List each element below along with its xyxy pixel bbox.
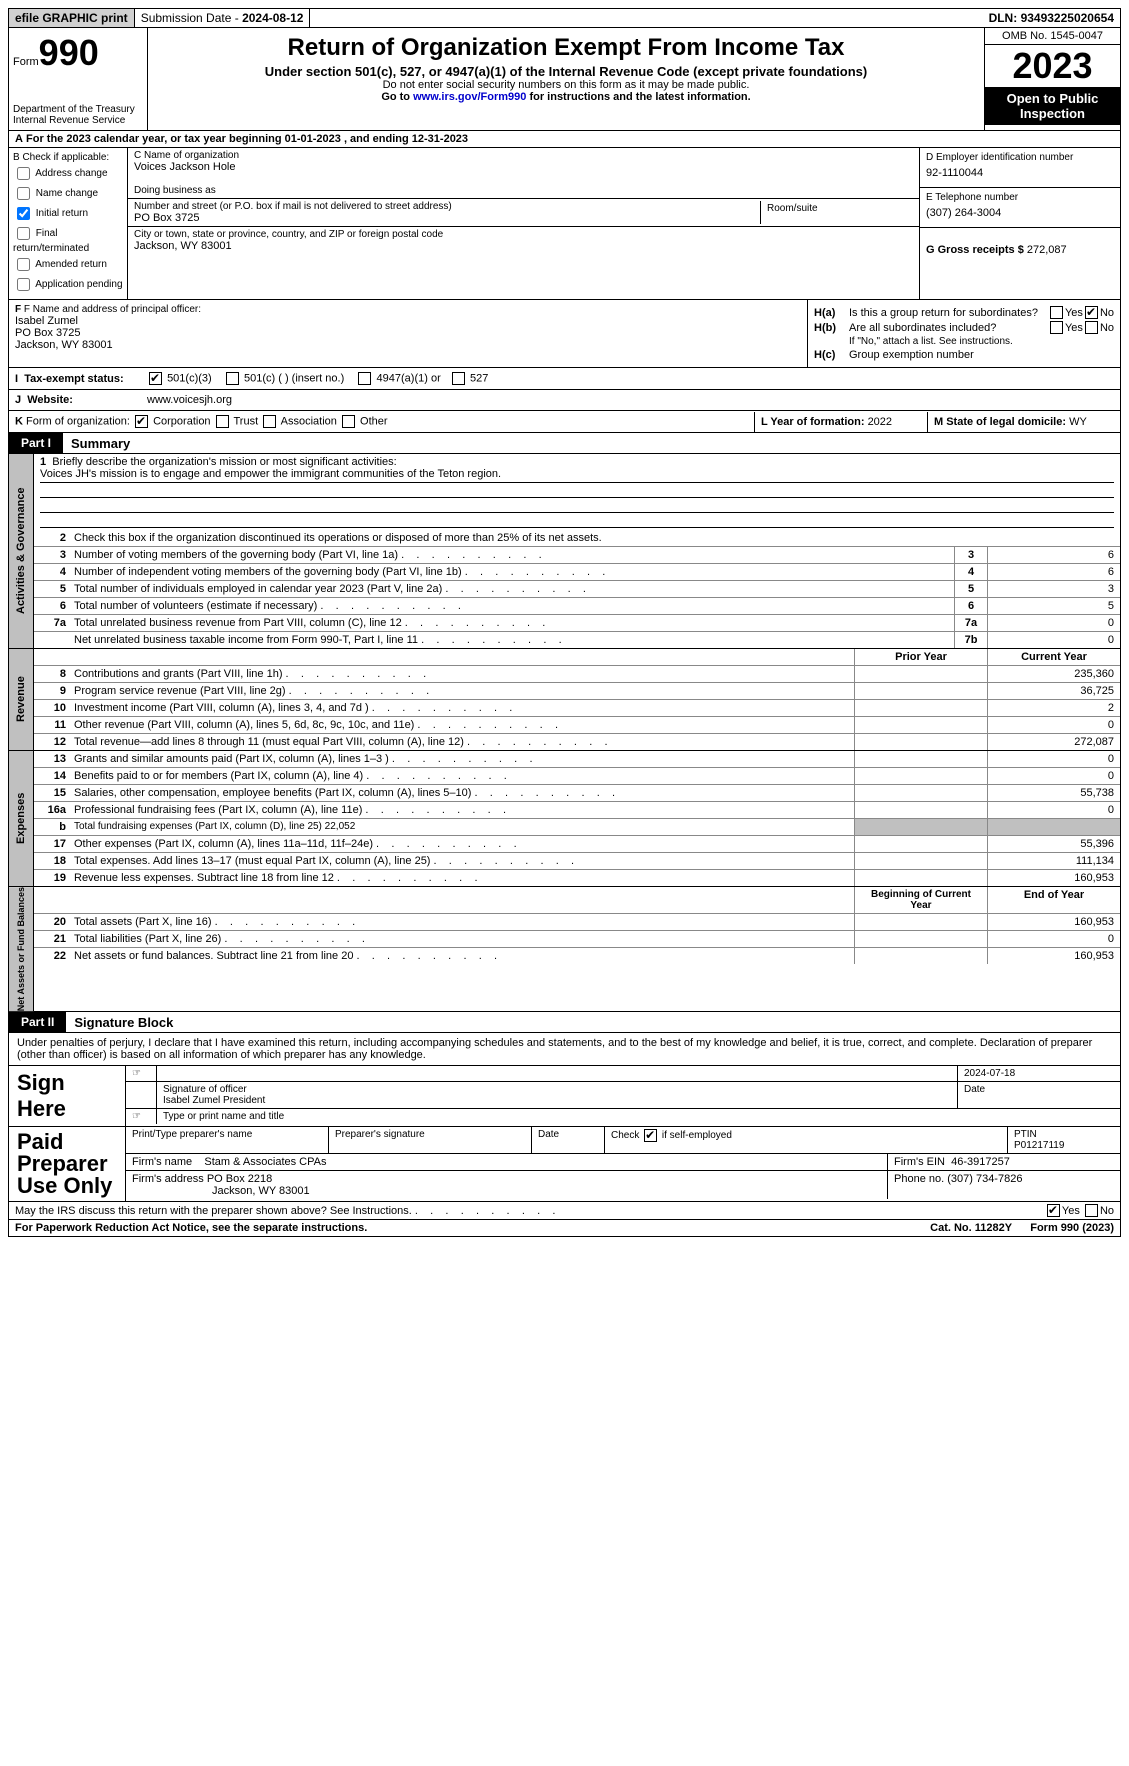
table-row: 15Salaries, other compensation, employee… xyxy=(34,785,1120,802)
table-row: 7aTotal unrelated business revenue from … xyxy=(34,615,1120,632)
exp-label: Expenses xyxy=(9,751,34,886)
table-row: 21Total liabilities (Part X, line 26)0 xyxy=(34,931,1120,948)
discuss-yes-checkbox[interactable] xyxy=(1047,1204,1060,1217)
table-row: 18Total expenses. Add lines 13–17 (must … xyxy=(34,853,1120,870)
name-change-checkbox[interactable] xyxy=(17,187,30,200)
table-row: 22Net assets or fund balances. Subtract … xyxy=(34,948,1120,964)
na-label: Net Assets or Fund Balances xyxy=(9,887,34,1011)
section-b: B Check if applicable: Address change Na… xyxy=(9,148,128,299)
table-row: 13Grants and similar amounts paid (Part … xyxy=(34,751,1120,768)
section-deg: D Employer identification number92-11100… xyxy=(919,148,1120,299)
discuss-question: May the IRS discuss this return with the… xyxy=(15,1205,412,1217)
header: Form990 Department of the Treasury Inter… xyxy=(8,28,1121,131)
section-h: H(a)Is this a group return for subordina… xyxy=(808,300,1120,367)
table-row: 19Revenue less expenses. Subtract line 1… xyxy=(34,870,1120,886)
website-value: www.voicesjh.org xyxy=(141,390,238,410)
website-row: J Website: www.voicesjh.org xyxy=(8,390,1121,411)
summary-netassets: Net Assets or Fund Balances Beginning of… xyxy=(8,887,1121,1012)
irs-link[interactable]: www.irs.gov/Form990 xyxy=(413,91,526,103)
k-l-m-row: K Form of organization: Corporation Trus… xyxy=(8,411,1121,433)
paid-preparer-label: Paid Preparer Use Only xyxy=(9,1127,126,1201)
table-row: 5Total number of individuals employed in… xyxy=(34,581,1120,598)
table-row: 14Benefits paid to or for members (Part … xyxy=(34,768,1120,785)
other-checkbox[interactable] xyxy=(342,415,355,428)
table-row: 17Other expenses (Part IX, column (A), l… xyxy=(34,836,1120,853)
sign-here-label: Sign Here xyxy=(9,1066,126,1126)
part2-header: Part II Signature Block xyxy=(8,1012,1121,1033)
page-footer: For Paperwork Reduction Act Notice, see … xyxy=(8,1220,1121,1237)
hb-yes-checkbox[interactable] xyxy=(1050,321,1063,334)
4947-checkbox[interactable] xyxy=(358,372,371,385)
info-block: B Check if applicable: Address change Na… xyxy=(8,148,1121,300)
table-row: 16aProfessional fundraising fees (Part I… xyxy=(34,802,1120,819)
form-id: Form990 Department of the Treasury Inter… xyxy=(9,28,148,130)
501c3-checkbox[interactable] xyxy=(149,372,162,385)
table-row: 3Number of voting members of the governi… xyxy=(34,547,1120,564)
amended-checkbox[interactable] xyxy=(17,258,30,271)
signature-block: Under penalties of perjury, I declare th… xyxy=(8,1033,1121,1220)
submission-date: Submission Date - 2024-08-12 xyxy=(135,9,311,27)
page-title: Return of Organization Exempt From Incom… xyxy=(152,34,980,62)
dln: DLN: 93493225020654 xyxy=(983,9,1120,27)
table-row: bTotal fundraising expenses (Part IX, co… xyxy=(34,819,1120,836)
section-c: C Name of organizationVoices Jackson Hol… xyxy=(128,148,919,299)
summary-governance: Activities & Governance 1 Briefly descri… xyxy=(8,454,1121,649)
tax-year-line: A For the 2023 calendar year, or tax yea… xyxy=(8,131,1121,148)
self-employed-checkbox[interactable] xyxy=(644,1129,657,1142)
trust-checkbox[interactable] xyxy=(216,415,229,428)
header-year: OMB No. 1545-0047 2023 Open to Public In… xyxy=(984,28,1120,130)
table-row: 4Number of independent voting members of… xyxy=(34,564,1120,581)
summary-expenses: Expenses 13Grants and similar amounts pa… xyxy=(8,751,1121,887)
efile-button[interactable]: efile GRAPHIC print xyxy=(9,9,135,27)
gov-label: Activities & Governance xyxy=(9,454,34,648)
addr-change-checkbox[interactable] xyxy=(17,167,30,180)
header-title: Return of Organization Exempt From Incom… xyxy=(148,28,984,130)
ha-no-checkbox[interactable] xyxy=(1085,306,1098,319)
501c-checkbox[interactable] xyxy=(226,372,239,385)
table-row: 6Total number of volunteers (estimate if… xyxy=(34,598,1120,615)
527-checkbox[interactable] xyxy=(452,372,465,385)
table-row: 8Contributions and grants (Part VIII, li… xyxy=(34,666,1120,683)
mission-text: Voices JH's mission is to engage and emp… xyxy=(40,468,1114,483)
table-row: 10Investment income (Part VIII, column (… xyxy=(34,700,1120,717)
top-bar: efile GRAPHIC print Submission Date - 20… xyxy=(8,8,1121,28)
penalty-text: Under penalties of perjury, I declare th… xyxy=(9,1033,1120,1066)
final-return-checkbox[interactable] xyxy=(17,227,30,240)
summary-revenue: Revenue Prior YearCurrent Year 8Contribu… xyxy=(8,649,1121,751)
table-row: 12Total revenue—add lines 8 through 11 (… xyxy=(34,734,1120,750)
assoc-checkbox[interactable] xyxy=(263,415,276,428)
ha-yes-checkbox[interactable] xyxy=(1050,306,1063,319)
table-row: 11Other revenue (Part VIII, column (A), … xyxy=(34,717,1120,734)
part1-header: Part I Summary xyxy=(8,433,1121,454)
table-row: 20Total assets (Part X, line 16)160,953 xyxy=(34,914,1120,931)
table-row: 9Program service revenue (Part VIII, lin… xyxy=(34,683,1120,700)
table-row: Net unrelated business taxable income fr… xyxy=(34,632,1120,648)
app-pending-checkbox[interactable] xyxy=(17,278,30,291)
initial-return-checkbox[interactable] xyxy=(17,207,30,220)
principal-officer: F F Name and address of principal office… xyxy=(9,300,808,367)
hb-no-checkbox[interactable] xyxy=(1085,321,1098,334)
rev-label: Revenue xyxy=(9,649,34,750)
discuss-no-checkbox[interactable] xyxy=(1085,1204,1098,1217)
tax-exempt-status: I Tax-exempt status: 501(c)(3) 501(c) ( … xyxy=(8,368,1121,390)
corp-checkbox[interactable] xyxy=(135,415,148,428)
section-f-h: F F Name and address of principal office… xyxy=(8,300,1121,368)
